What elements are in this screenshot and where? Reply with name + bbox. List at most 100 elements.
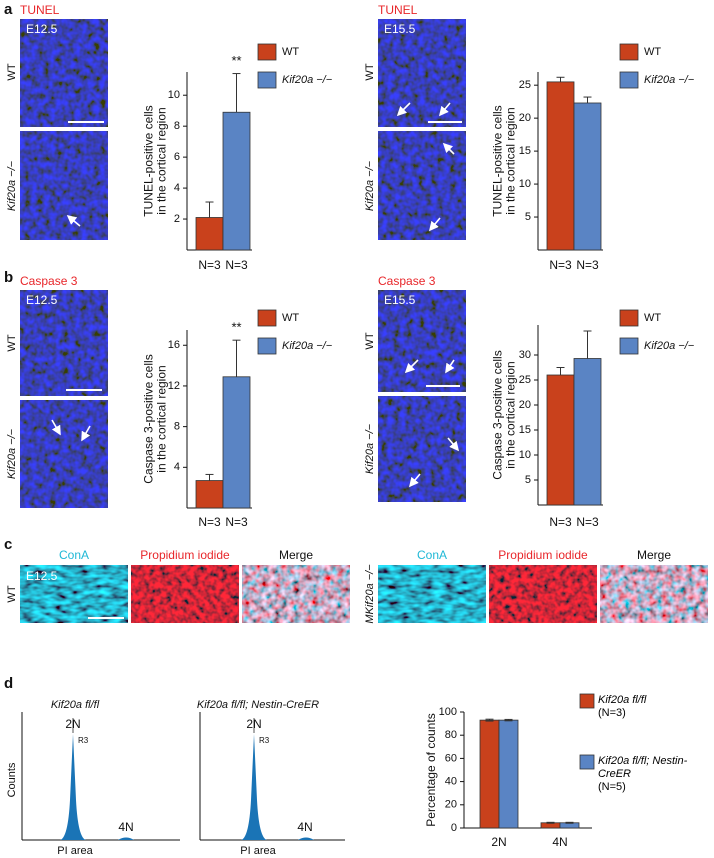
legend-label: WT [282,312,299,324]
x-tick-label: N=3 [198,515,221,529]
legend-swatch [579,693,595,709]
bar [222,111,251,251]
legend-swatch [257,337,277,355]
arrow [66,214,81,227]
row-label: Kif20a −/− [6,160,18,211]
legend-swatch [619,43,639,61]
stain-label: TUNEL [20,3,60,17]
gate-label: R3 [78,736,89,745]
y-tick-label: 20 [519,112,531,124]
channel-label: Propidium iodide [140,548,230,562]
peak-label: 4N [118,820,133,834]
micrograph [20,19,108,127]
stain-label: Caspase 3 [378,274,436,288]
channel-label: Propidium iodide [498,548,588,562]
histogram-peak [22,734,180,840]
row-label: Kif20a −/− [364,423,376,474]
legend-swatch [257,71,277,89]
micrograph [378,290,466,392]
micrograph [131,565,239,623]
panel-label: c [4,536,12,553]
bar [479,719,500,829]
y-tick-label: 100 [439,706,457,718]
arrow [428,217,441,232]
axis-label: PI area [240,845,276,857]
legend-name: Kif20a fl/fl [598,694,647,706]
bar [573,102,602,251]
arrow [445,359,455,374]
stain-label: Caspase 3 [20,274,78,288]
y-tick-label: 10 [519,449,531,461]
bar [195,217,224,251]
micrograph [20,131,108,240]
arrow [404,359,419,374]
y-axis-label: Percentage of counts [424,713,438,826]
arrow [396,102,411,117]
histogram-title: Kif20a fl/fl [51,699,100,711]
y-axis-label: in the cortical region [155,365,169,472]
legend-name: Kif20a fl/fl; Nestin-CreER [598,755,688,780]
legend-label: WT [644,46,661,58]
y-axis-label: in the cortical region [504,107,518,214]
x-tick-label: 4N [552,835,567,849]
arrow [408,473,421,488]
y-tick-label: 16 [168,339,180,351]
channel-label: Merge [279,548,313,562]
bar [195,480,224,509]
y-tick-label: 8 [174,120,180,132]
legend-label: WT [644,312,661,324]
peak-label: 2N [246,717,261,731]
micrograph [20,565,128,623]
y-tick-label: 5 [525,474,531,486]
y-tick-label: 40 [445,776,457,788]
y-tick-label: 60 [445,752,457,764]
row-label: WT [6,334,18,351]
micrograph [378,19,466,127]
y-axis-label: Caspase 3-positive cells [491,350,505,479]
y-tick-label: 20 [519,399,531,411]
x-tick-label: N=3 [225,515,248,529]
row-label: WT [6,63,18,80]
row-label: Kif20a −/− [364,160,376,211]
bar [222,376,251,509]
row-label: WT [364,332,376,349]
channel-label: Merge [637,548,671,562]
axis-label: PI area [57,845,93,857]
y-tick-label: 80 [445,729,457,741]
peak-label: 2N [65,717,80,731]
row-label: WT [6,585,18,602]
legend-label: Kif20a −/− [282,74,333,86]
panel-label: d [4,675,13,692]
row-label: MKif20a −/− [364,564,376,624]
stage-label: E12.5 [26,569,58,583]
x-tick-label: 2N [491,835,506,849]
legend-swatch [619,337,639,355]
y-axis-label: in the cortical region [155,107,169,214]
y-axis-label: TUNEL-positive cells [142,105,156,216]
y-tick-label: 10 [168,89,180,101]
stage-label: E15.5 [384,293,416,307]
arrow [447,437,460,452]
stage-label: E12.5 [26,293,58,307]
arrow [51,419,61,436]
bar [573,358,602,506]
y-axis-label: in the cortical region [504,361,518,468]
y-tick-label: 25 [519,374,531,386]
y-tick-label: 20 [445,799,457,811]
y-tick-label: 4 [174,182,180,194]
micrograph [20,400,108,508]
y-tick-label: 30 [519,349,531,361]
axis-label: Counts [6,762,18,797]
micrograph [600,565,708,623]
row-label: Kif20a −/− [6,428,18,479]
stage-label: E15.5 [384,22,416,36]
significance: ** [231,320,241,335]
y-tick-label: 5 [525,211,531,223]
y-tick-label: 2 [174,213,180,225]
arrow [438,102,451,117]
y-tick-label: 8 [174,421,180,433]
legend-label: Kif20a −/− [282,340,333,352]
micrograph [489,565,597,623]
micrograph [378,131,466,240]
micrograph [242,565,350,623]
